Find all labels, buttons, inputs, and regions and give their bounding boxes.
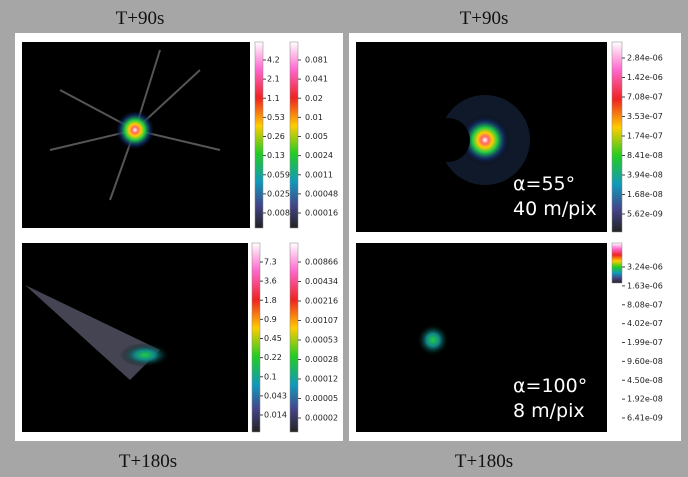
colorbar-label: 4.50e-08 [627, 376, 663, 385]
colorbar-label: 1.92e-08 [627, 395, 663, 404]
colorbar-label: 3.94e-08 [627, 171, 663, 180]
colorbar [612, 42, 622, 232]
colorbar-label: 6.41e-09 [627, 414, 663, 423]
colorbar-label: 0.00216 [305, 297, 338, 306]
image [22, 243, 248, 432]
colorbar [290, 42, 298, 228]
colorbar-label: 0.00016 [305, 209, 338, 218]
colorbar-label: 0.00028 [305, 355, 338, 364]
colorbar-label: 0.01 [305, 113, 323, 122]
colorbar-label: 0.0011 [305, 170, 333, 179]
label: T+180s [119, 451, 177, 472]
label: T+90s [116, 8, 165, 29]
colorbar-label: 0.014 [264, 411, 287, 420]
colorbar-label: 0.22 [264, 353, 282, 362]
colorbar-label: 0.059 [267, 170, 290, 179]
colorbar-label: 2.84e-06 [627, 54, 663, 63]
colorbar-label: 0.9 [264, 315, 277, 324]
colorbar-label: 7.08e-07 [627, 93, 663, 102]
colorbar-label: 1.42e-06 [627, 73, 663, 82]
colorbar-label: 0.043 [264, 391, 287, 400]
colorbar-label: 0.00053 [305, 336, 338, 345]
hotspot [115, 110, 155, 150]
annotation: α=100° [513, 375, 587, 397]
colorbar [252, 243, 260, 432]
colorbar-label: 0.1 [264, 372, 277, 381]
hotspot [120, 343, 170, 367]
colorbar-label: 3.6 [264, 277, 277, 286]
colorbar-label: 4.02e-07 [627, 319, 663, 328]
colorbar-label: 0.00002 [305, 414, 338, 423]
colorbar-label: 1.99e-07 [627, 338, 663, 347]
colorbar-label: 8.08e-07 [627, 300, 663, 309]
colorbar-label: 0.00048 [305, 189, 338, 198]
colorbar-label: 0.02 [305, 94, 323, 103]
colorbar-label: 0.005 [305, 132, 328, 141]
colorbar [290, 243, 298, 432]
colorbar [612, 243, 622, 283]
colorbar-label: 1.63e-06 [627, 281, 663, 290]
colorbar-label: 0.53 [267, 113, 285, 122]
shadow [426, 118, 470, 162]
label: T+180s [455, 451, 513, 472]
colorbar-label: 1.8 [264, 296, 277, 305]
colorbar-label: 0.00866 [305, 258, 338, 267]
colorbar-label: 0.0024 [305, 151, 333, 160]
label: T+90s [460, 8, 509, 29]
colorbar-label: 5.62e-09 [627, 210, 663, 219]
colorbar-label: 3.24e-06 [627, 263, 663, 272]
colorbar-label: 0.00012 [305, 375, 338, 384]
colorbar-label: 0.081 [305, 56, 328, 65]
colorbar-label: 0.13 [267, 151, 285, 160]
colorbar-label: 1.68e-08 [627, 190, 663, 199]
colorbar-label: 2.1 [267, 75, 280, 84]
colorbar-label: 9.60e-08 [627, 357, 663, 366]
colorbar-label: 3.53e-07 [627, 112, 663, 121]
colorbar-label: 0.025 [267, 189, 290, 198]
colorbar-label: 1.1 [267, 94, 280, 103]
colorbar-label: 1.74e-07 [627, 132, 663, 141]
colorbar-label: 0.26 [267, 132, 285, 141]
colorbar-label: 0.00107 [305, 316, 338, 325]
colorbar-label: 8.41e-08 [627, 151, 663, 160]
colorbar-label: 0.041 [305, 75, 328, 84]
figure: T+90s T+90s T+180s T+180s 4.2 2.1 1.1 0.53 0… [0, 0, 688, 477]
colorbar-label: 4.2 [267, 56, 280, 65]
colorbar-label: 0.45 [264, 334, 282, 343]
annotation: 40 m/pix [513, 198, 597, 220]
colorbar [255, 42, 263, 228]
annotation: 8 m/pix [513, 400, 585, 422]
annotation: α=55° [513, 173, 575, 195]
hotspot [417, 324, 449, 356]
colorbar-label: 0.00434 [305, 277, 338, 286]
colorbar-label: 7.3 [264, 258, 277, 267]
colorbar-label: 0.00005 [305, 394, 338, 403]
